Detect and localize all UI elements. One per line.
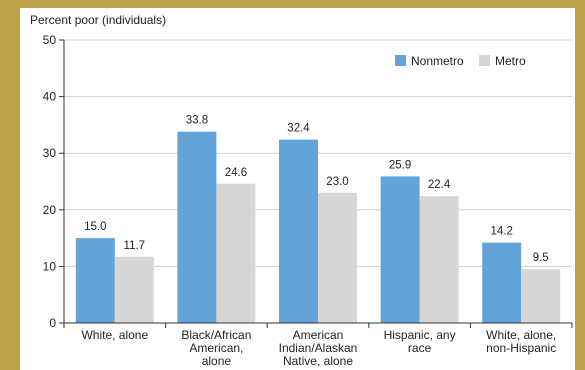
y-axis-title: Percent poor (individuals) [30, 13, 166, 27]
bar-nonmetro-2 [279, 139, 318, 323]
x-category-label-line: alone [202, 354, 232, 368]
data-label-metro-2: 23.0 [326, 176, 348, 188]
data-label-nonmetro-3: 25.9 [389, 159, 411, 171]
y-axis: 0 10 20 30 40 50 [43, 33, 65, 330]
legend-label-nonmetro: Nonmetro [411, 54, 464, 68]
y-tick-label: 40 [43, 90, 57, 104]
data-label-metro-0: 11.7 [124, 240, 146, 252]
x-category-label-line: American, [189, 341, 243, 355]
data-label-metro-1: 24.6 [225, 167, 247, 179]
data-label-metro-4: 9.5 [533, 252, 549, 264]
x-category-label-line: race [408, 341, 432, 355]
data-label-nonmetro-4: 14.2 [491, 226, 513, 238]
legend: Nonmetro Metro [395, 54, 526, 68]
x-category-label: Hispanic, any race [384, 328, 456, 355]
x-category-label: American Indian/Alaskan Native, alone [279, 328, 358, 368]
bars-group [75, 131, 561, 323]
data-labels-group: 15.0 11.7 33.8 24.6 32.4 23.0 25.9 22.4 14.2 9.5 [84, 115, 549, 265]
x-category-label-line: Indian/Alaskan [279, 341, 358, 355]
y-tick-label: 20 [43, 203, 57, 217]
data-label-metro-3: 22.4 [428, 179, 451, 191]
data-label-nonmetro-2: 32.4 [287, 123, 310, 135]
y-tick-label: 0 [49, 316, 56, 330]
bar-nonmetro-0 [75, 238, 115, 323]
x-axis: White, alone Black/African American, aloneA… [63, 322, 573, 368]
legend-swatch-nonmetro [395, 55, 406, 66]
bar-nonmetro-4 [482, 242, 522, 323]
x-category-label: White, alone, non-Hispanic [486, 328, 556, 355]
data-label-nonmetro-1: 33.8 [186, 115, 208, 127]
legend-label-metro: Metro [495, 54, 526, 68]
x-category-label-line: American [293, 328, 344, 342]
x-category-label-line: White, alone [81, 328, 148, 342]
data-label-nonmetro-0: 15.0 [84, 221, 106, 233]
x-category-label-line: Native, alone [283, 354, 353, 368]
x-category-label-line: non-Hispanic [486, 341, 556, 355]
bar-nonmetro-3 [380, 176, 420, 323]
y-tick-label: 30 [43, 146, 57, 160]
bar-metro-1 [216, 183, 256, 323]
x-category-label-line: Hispanic, any [384, 328, 456, 342]
y-tick-label: 10 [43, 259, 57, 273]
bar-metro-0 [114, 256, 154, 323]
y-tick-label: 50 [43, 33, 57, 47]
chart-panel: Percent poor (individuals) 15.0 11.7 33.8 2… [20, 8, 575, 370]
bar-metro-2 [318, 192, 357, 323]
x-category-label-line: White, alone, [486, 328, 556, 342]
bar-metro-3 [419, 196, 459, 323]
legend-swatch-metro [479, 55, 490, 66]
bar-metro-4 [521, 269, 561, 323]
x-category-label: White, alone [81, 328, 148, 342]
x-category-label: Black/African American, alone [181, 328, 251, 368]
x-category-label-line: Black/African [181, 328, 251, 342]
bar-chart: Percent poor (individuals) 15.0 11.7 33.8 2… [30, 13, 573, 368]
bar-nonmetro-1 [177, 131, 217, 323]
